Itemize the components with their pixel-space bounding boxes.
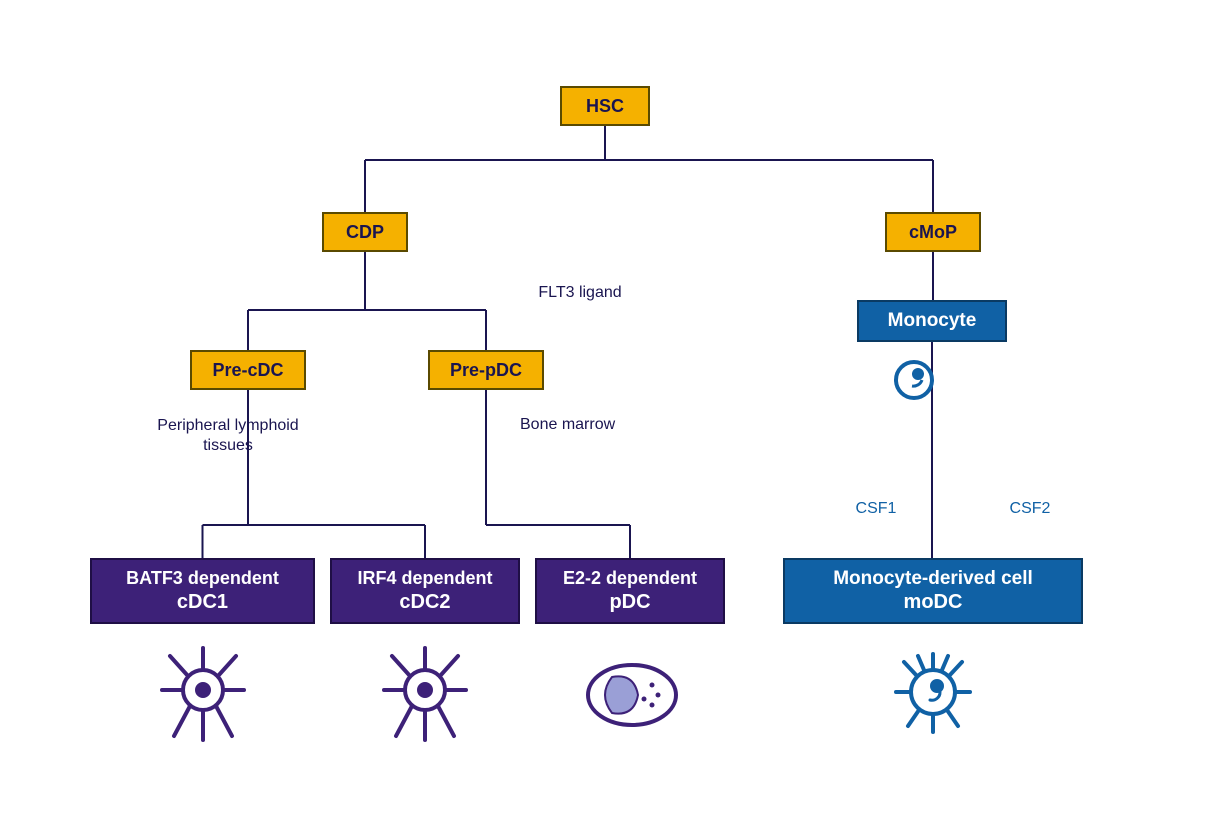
node-cmop: cMoP (885, 212, 981, 252)
node-monocyte: Monocyte (857, 300, 1007, 342)
node-line1: IRF4 dependent (357, 567, 492, 590)
pdc-cell-icon (582, 655, 682, 735)
annot-text: CSF2 (1010, 500, 1051, 517)
node-line1: E2-2 dependent (563, 567, 697, 590)
node-label: Pre-cDC (212, 360, 283, 381)
diagram-canvas: HSC CDP cMoP Pre-cDC Pre-pDC Monocyte BA… (0, 0, 1208, 832)
node-modc: Monocyte-derived cell moDC (783, 558, 1083, 624)
annot-csf2: CSF2 (1000, 500, 1060, 518)
node-label: cMoP (909, 222, 957, 243)
node-line2: pDC (609, 590, 650, 615)
node-label: HSC (586, 96, 624, 117)
node-line2: cDC2 (399, 590, 450, 615)
annot-line2: tissues (203, 437, 253, 454)
node-precdc: Pre-cDC (190, 350, 306, 390)
node-pdc: E2-2 dependent pDC (535, 558, 725, 624)
node-line2: cDC1 (177, 590, 228, 615)
node-prepdc: Pre-pDC (428, 350, 544, 390)
node-cdc1: BATF3 dependent cDC1 (90, 558, 315, 624)
annot-text: Bone marrow (520, 416, 615, 433)
node-cdp: CDP (322, 212, 408, 252)
annot-text: FLT3 ligand (538, 284, 621, 301)
node-line1: BATF3 dependent (126, 567, 279, 590)
monocyte-circle-icon (892, 358, 936, 402)
node-line2: moDC (904, 590, 963, 615)
annot-marrow: Bone marrow (520, 416, 680, 434)
annot-csf1: CSF1 (846, 500, 906, 518)
annot-flt3: FLT3 ligand (510, 284, 650, 302)
node-label: Monocyte (888, 310, 977, 332)
node-cdc2: IRF4 dependent cDC2 (330, 558, 520, 624)
modc-cell-icon (888, 640, 978, 750)
node-label: CDP (346, 222, 384, 243)
annot-text: CSF1 (856, 500, 897, 517)
node-label: Pre-pDC (450, 360, 522, 381)
dendritic-cell-icon (380, 640, 470, 750)
dendritic-cell-icon (158, 640, 248, 750)
annot-line1: Peripheral lymphoid (157, 417, 298, 434)
node-hsc: HSC (560, 86, 650, 126)
node-line1: Monocyte-derived cell (833, 567, 1033, 591)
annot-tissue: Peripheral lymphoid tissues (118, 416, 338, 456)
